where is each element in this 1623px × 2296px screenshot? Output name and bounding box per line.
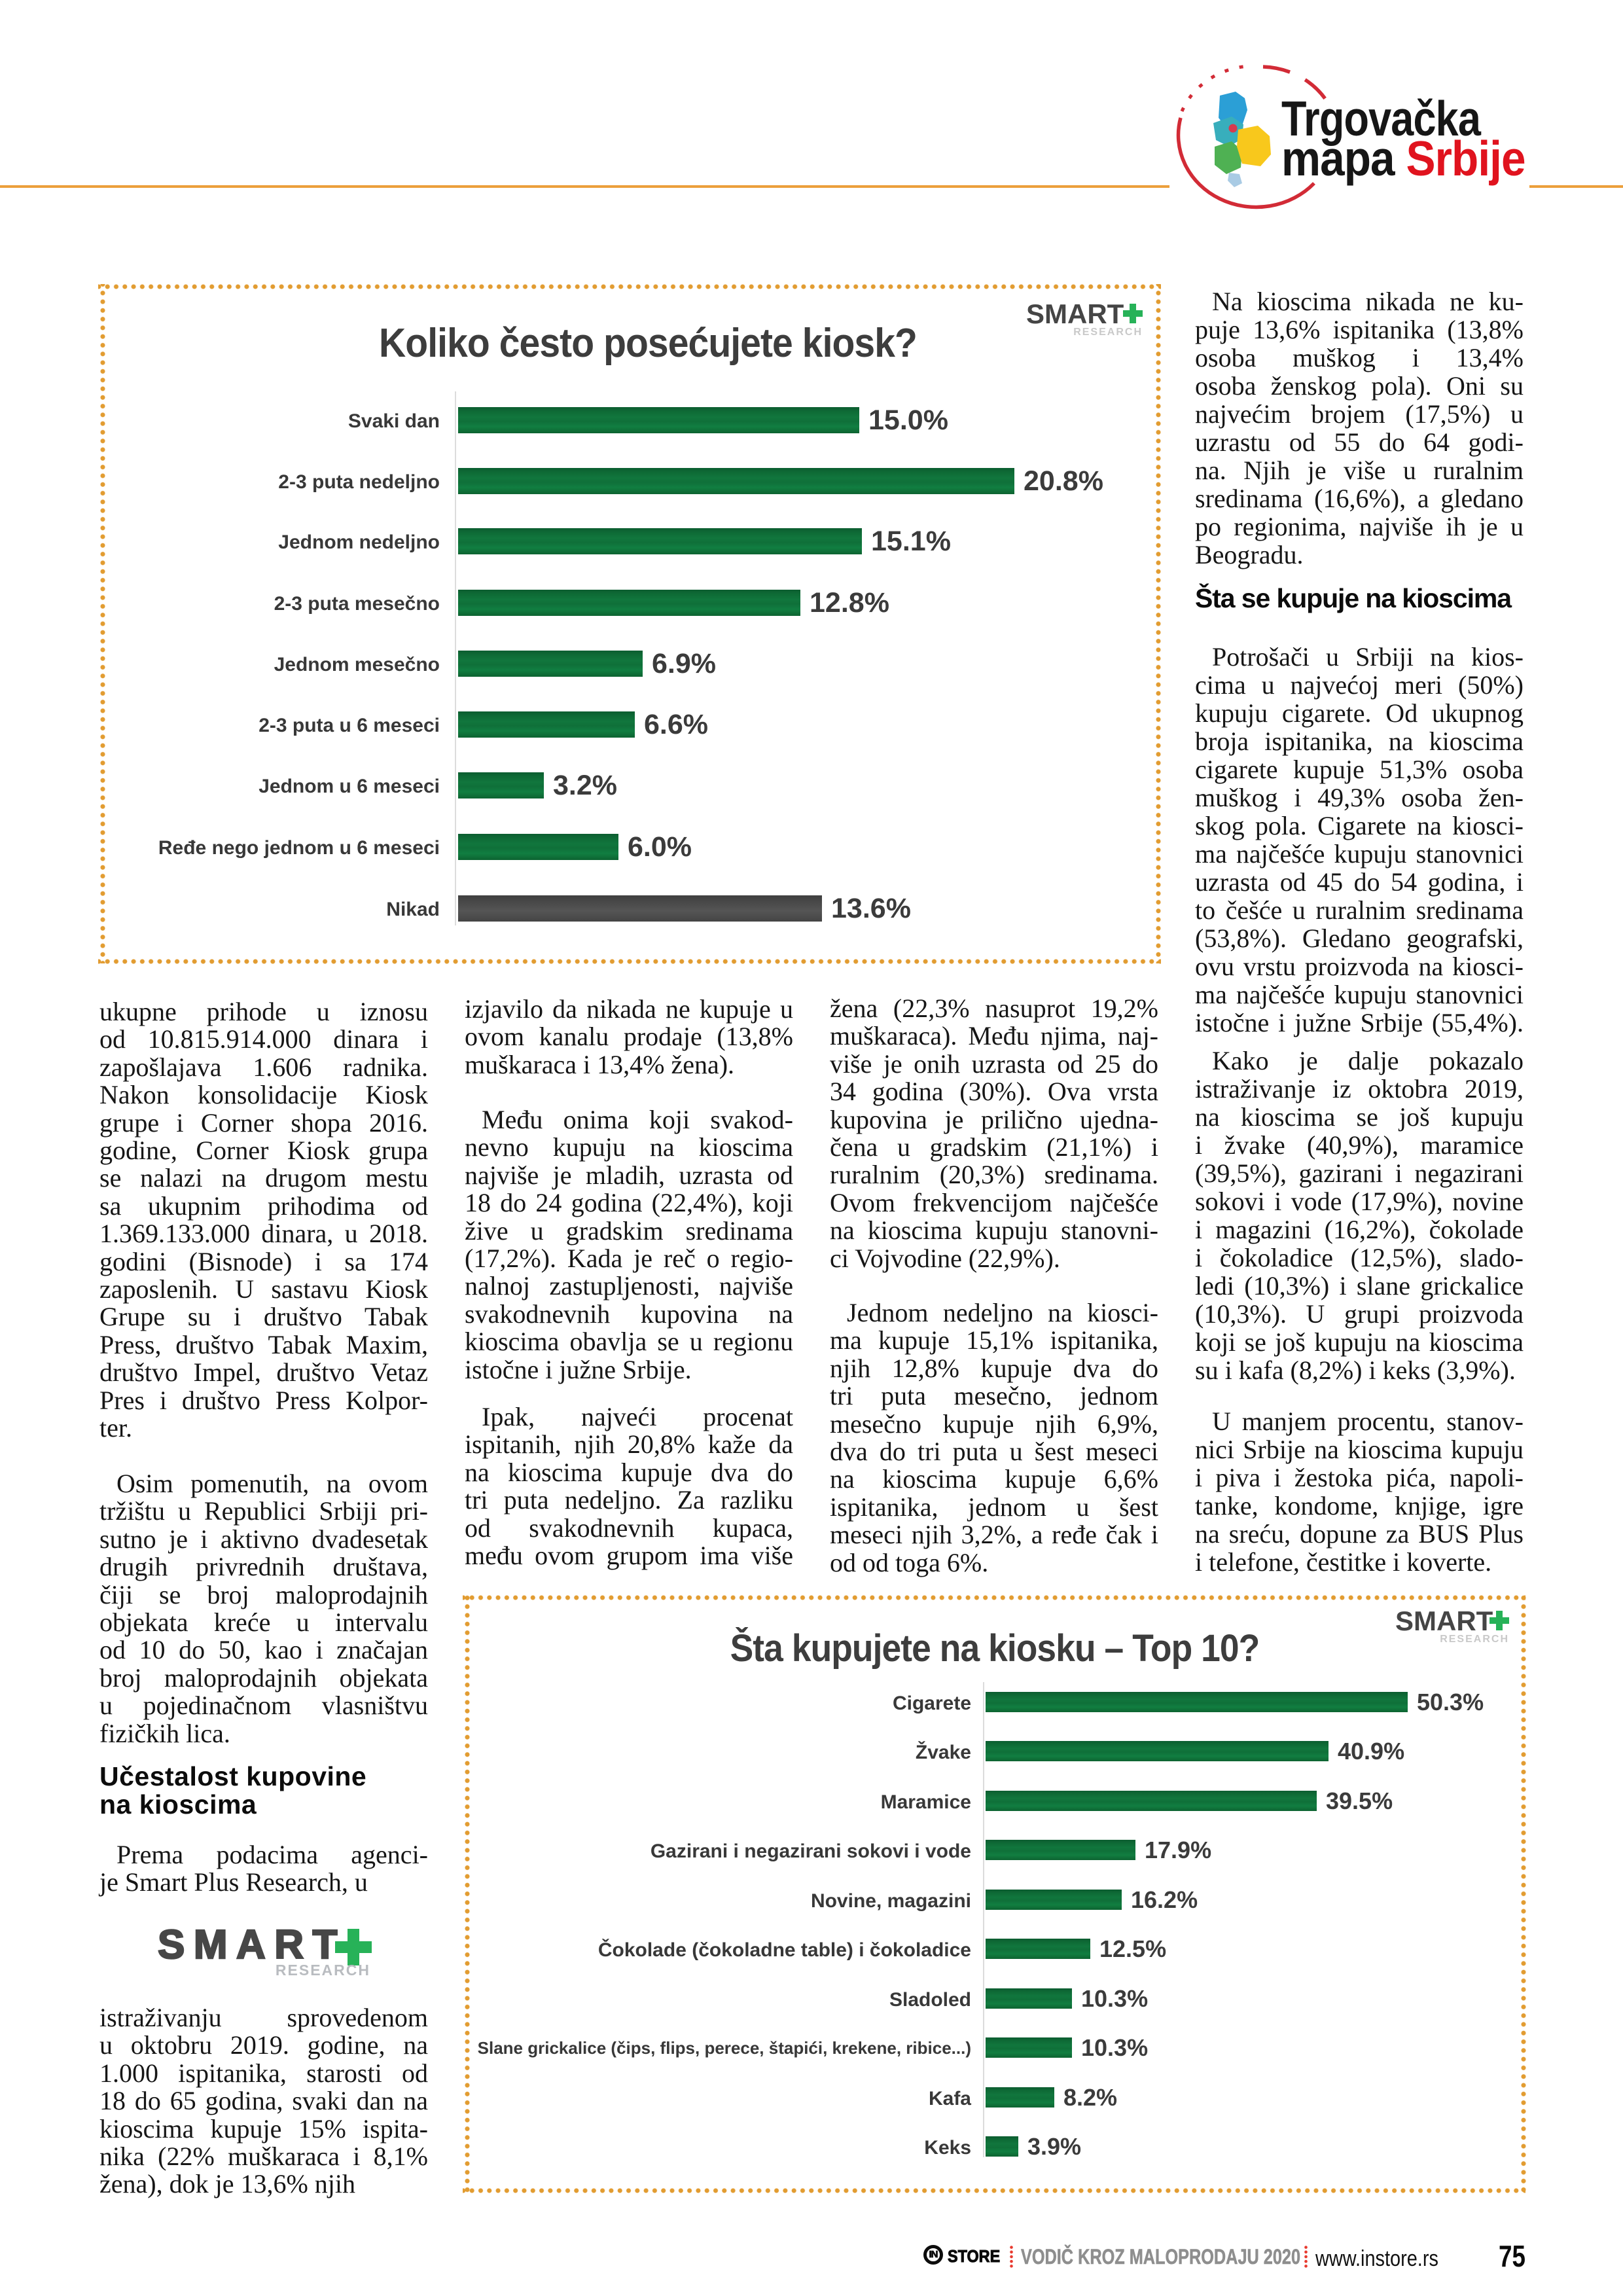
svg-text:Trgovačka: Trgovačka [1281, 91, 1481, 146]
svg-text:mapa Srbije: mapa Srbije [1281, 132, 1525, 187]
